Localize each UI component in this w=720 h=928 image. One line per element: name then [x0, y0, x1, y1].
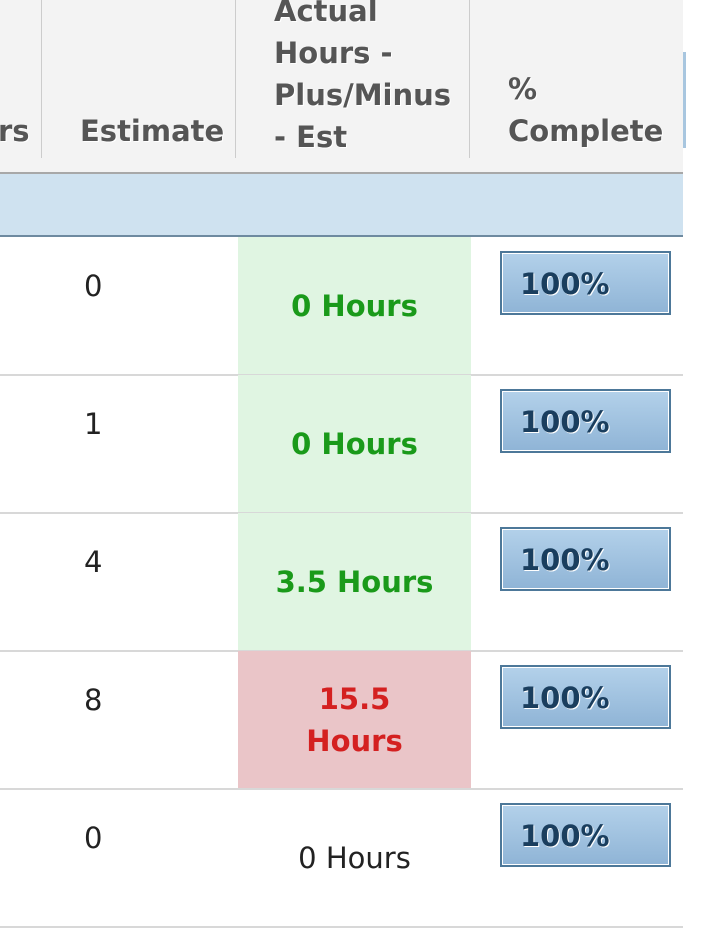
percent-complete-label: 100% — [520, 819, 610, 853]
table-header: rs Estimate Actual Hours - Plus/Minus - … — [0, 0, 683, 174]
table-row[interactable]: 8 15.5 Hours 100% — [0, 651, 683, 790]
group-row — [0, 174, 683, 237]
actual-diff-text: 0 Hours — [291, 288, 418, 323]
column-divider[interactable] — [41, 0, 42, 158]
percent-complete-label: 100% — [520, 267, 610, 301]
percent-complete-bar[interactable]: 100% — [500, 527, 671, 591]
percent-complete-label: 100% — [520, 681, 610, 715]
actual-diff-cell: 0 Hours — [238, 375, 471, 512]
percent-complete-bar[interactable]: 100% — [500, 251, 671, 315]
percent-complete-label: 100% — [520, 543, 610, 577]
percent-complete-label: 100% — [520, 405, 610, 439]
estimate-cell: 0 — [84, 269, 103, 303]
percent-complete-bar[interactable]: 100% — [500, 665, 671, 729]
actual-diff-text: 3.5 Hours — [275, 564, 434, 599]
actual-diff-text: 15.5 Hours — [306, 681, 403, 758]
column-divider[interactable] — [469, 0, 470, 158]
column-header-estimate[interactable]: Estimate — [80, 114, 225, 148]
actual-diff-text: 0 Hours — [298, 840, 411, 875]
column-header-percent-complete[interactable]: % Complete — [508, 72, 664, 148]
estimate-cell: 8 — [84, 683, 103, 717]
scrollbar[interactable] — [683, 52, 686, 148]
percent-complete-bar[interactable]: 100% — [500, 803, 671, 867]
column-header-previous[interactable]: rs — [0, 114, 30, 148]
column-divider[interactable] — [235, 0, 236, 158]
actual-diff-text: 0 Hours — [291, 426, 418, 461]
estimate-cell: 0 — [84, 821, 103, 855]
actual-diff-cell: 3.5 Hours — [238, 513, 471, 650]
column-header-actual[interactable]: Actual Hours - Plus/Minus - Est — [274, 0, 452, 154]
table-row[interactable]: 0 0 Hours 100% — [0, 789, 683, 928]
table-row[interactable]: 0 0 Hours 100% — [0, 237, 683, 376]
estimate-cell: 1 — [84, 407, 103, 441]
table-row[interactable]: 1 0 Hours 100% — [0, 375, 683, 514]
actual-diff-cell: 15.5 Hours — [238, 651, 471, 788]
table-row[interactable]: 4 3.5 Hours 100% — [0, 513, 683, 652]
actual-diff-cell: 0 Hours — [238, 789, 471, 926]
percent-complete-bar[interactable]: 100% — [500, 389, 671, 453]
estimate-cell: 4 — [84, 545, 103, 579]
actual-diff-cell: 0 Hours — [238, 237, 471, 374]
